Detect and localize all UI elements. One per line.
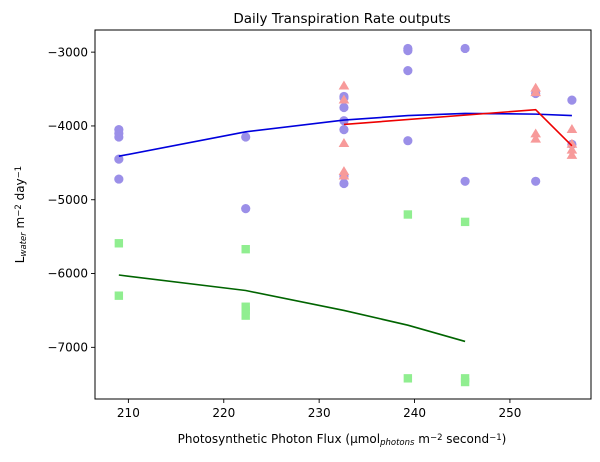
- x-axis-label: Photosynthetic Photon Flux (μmolphotons …: [178, 432, 507, 448]
- data-point-triangle: [338, 94, 350, 104]
- data-point-circle: [339, 102, 349, 113]
- x-tick-label: 210: [117, 406, 140, 420]
- y-tick-label: −5000: [47, 193, 88, 207]
- data-point-circle: [339, 125, 349, 135]
- y-tick-label: −7000: [47, 341, 88, 355]
- plot-frame: [94, 29, 592, 400]
- data-point-triangle: [530, 87, 541, 97]
- series-line: [118, 274, 466, 343]
- data-point-circle: [403, 136, 413, 146]
- data-point-circle: [114, 154, 124, 164]
- x-tick-label: 230: [308, 406, 331, 420]
- data-point-square: [241, 311, 250, 320]
- data-point-triangle: [338, 138, 350, 148]
- data-point-circle: [241, 132, 251, 142]
- chart-title: Daily Transpiration Rate outputs: [233, 11, 450, 27]
- plot-area: [114, 43, 578, 387]
- data-point-circle: [460, 176, 470, 186]
- y-axis-label: Lwater m−2 day−1: [13, 166, 29, 263]
- data-point-square: [460, 217, 470, 227]
- y-tick-label: −4000: [47, 119, 88, 133]
- data-point-triangle: [338, 80, 350, 90]
- y-axis: −7000 −6000 −5000 −4000 −3000: [47, 45, 95, 355]
- data-point-circle: [403, 46, 413, 56]
- series-line: [343, 108, 573, 147]
- x-tick-label: 250: [498, 406, 521, 420]
- data-point-triangle: [530, 128, 541, 138]
- y-tick-label: −3000: [47, 45, 88, 59]
- data-point-circle: [114, 174, 124, 184]
- data-point-circle: [403, 65, 413, 76]
- data-point-triangle: [566, 149, 578, 159]
- data-point-circle: [339, 178, 349, 189]
- data-point-square: [114, 239, 124, 248]
- data-point-circle: [567, 95, 577, 105]
- data-point-square: [403, 210, 413, 219]
- data-point-circle: [114, 132, 124, 142]
- data-point-triangle: [566, 144, 578, 154]
- data-point-triangle: [566, 124, 578, 133]
- data-point-square: [241, 306, 250, 315]
- data-point-circle: [460, 43, 470, 54]
- x-tick-label: 220: [212, 406, 235, 420]
- data-point-square: [460, 377, 470, 387]
- y-tick-label: −6000: [47, 267, 88, 281]
- data-point-circle: [241, 203, 251, 214]
- x-axis: 210 220 230 240 250: [117, 399, 521, 420]
- data-point-triangle: [566, 138, 578, 148]
- data-point-square: [114, 291, 124, 300]
- data-point-triangle: [530, 133, 541, 143]
- data-point-square: [403, 374, 413, 383]
- data-point-circle: [531, 176, 541, 186]
- x-tick-label: 240: [403, 406, 426, 420]
- series-line: [118, 112, 572, 157]
- data-point-triangle: [338, 170, 350, 180]
- data-point-square: [241, 244, 250, 254]
